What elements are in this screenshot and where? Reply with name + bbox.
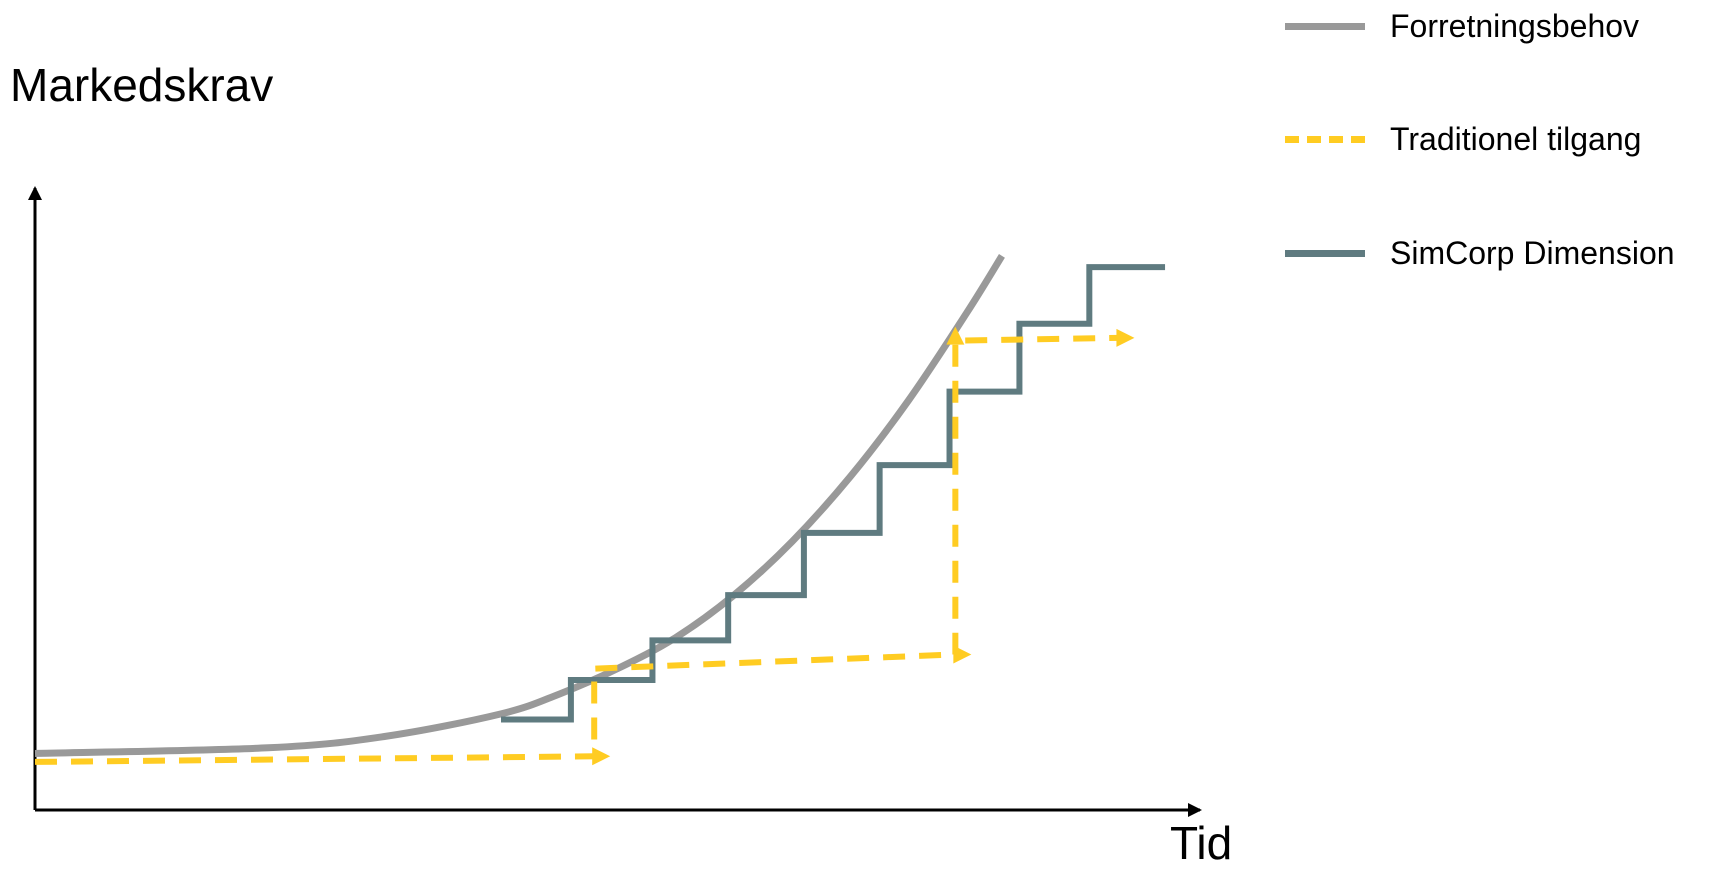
legend-swatch-forretningsbehov — [1285, 23, 1365, 30]
legend-label-forretningsbehov: Forretningsbehov — [1390, 8, 1640, 44]
legend-swatch-traditionel — [1285, 136, 1365, 143]
legend-label-simcorp: SimCorp Dimension — [1390, 235, 1675, 271]
traditionel-arrowhead — [946, 326, 965, 345]
legend-swatch-simcorp — [1285, 250, 1365, 257]
series-layer — [34, 254, 1166, 766]
traditionel-arrowhead — [592, 747, 611, 766]
series-line-traditionel-tilgang — [34, 334, 1119, 765]
traditionel-arrowhead — [1116, 328, 1135, 347]
x-axis-label: Tid — [1170, 817, 1233, 869]
y-axis-label: Markedskrav — [10, 59, 274, 111]
series-line-forretningsbehov — [34, 254, 1005, 757]
series-line-simcorp-dimension — [501, 264, 1166, 723]
legend-label-traditionel: Traditionel tilgang — [1390, 121, 1642, 157]
traditionel-arrowhead — [953, 645, 972, 664]
